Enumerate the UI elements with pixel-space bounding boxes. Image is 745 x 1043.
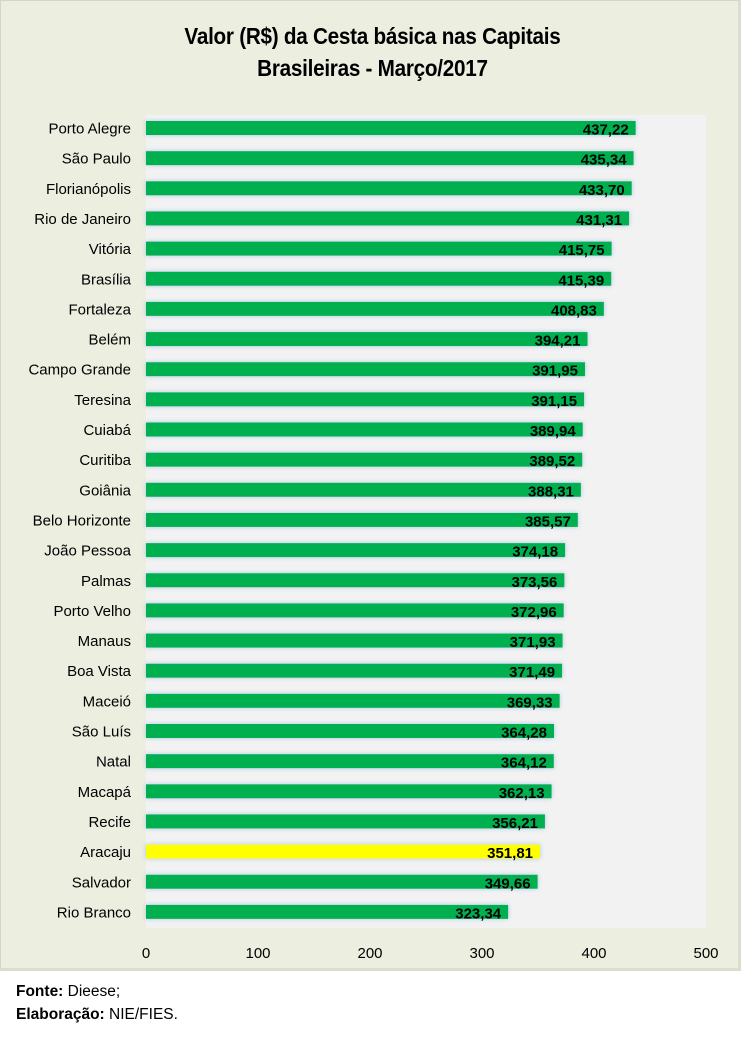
bar-rio-de-janeiro <box>146 211 630 226</box>
bar-porto-velho <box>146 603 564 618</box>
category-label: Cuiabá <box>83 422 131 439</box>
bar-manaus <box>146 633 563 648</box>
category-label: Florianópolis <box>46 181 131 198</box>
bar-natal <box>146 754 554 769</box>
category-label: Aracaju <box>80 844 131 861</box>
data-label: 362,13 <box>499 785 545 802</box>
bar-brasília <box>146 271 612 286</box>
footer-source-value: Dieese; <box>63 983 121 1000</box>
bar-chart: Porto Alegre 437,22 São Paulo 435,34 Florian… <box>28 115 719 962</box>
category-label: Palmas <box>81 573 131 590</box>
data-label: 364,28 <box>501 725 547 742</box>
category-label: Belém <box>88 332 131 349</box>
bar-porto-alegre <box>146 121 636 135</box>
footer-source: Fonte: Dieese; <box>16 983 120 1001</box>
category-label: Fortaleza <box>68 301 131 318</box>
bar-belo-horizonte <box>146 512 578 527</box>
data-label: 371,49 <box>509 664 555 681</box>
data-label: 323,34 <box>455 905 502 922</box>
data-label: 437,22 <box>583 122 629 139</box>
category-label: Maceió <box>83 693 131 710</box>
bar-belém <box>146 332 588 347</box>
category-label: Natal <box>96 754 131 771</box>
category-label: Rio de Janeiro <box>34 211 131 228</box>
category-label: Porto Alegre <box>48 121 131 138</box>
data-label: 389,52 <box>529 453 575 470</box>
footer-source-label: Fonte: <box>16 983 64 1000</box>
bar-goiânia <box>146 482 581 497</box>
category-label: Teresina <box>74 392 131 409</box>
x-tick-label: 400 <box>581 945 606 962</box>
category-label: São Luís <box>72 724 131 741</box>
x-tick-label: 500 <box>693 945 718 962</box>
data-label: 369,33 <box>507 694 553 711</box>
category-label: Belo Horizonte <box>33 512 131 529</box>
bar-boa-vista <box>146 663 563 678</box>
footer-elaboration-label: Elaboração: <box>16 1006 105 1023</box>
chart-title-line1: Valor (R$) da Cesta básica nas Capitais <box>184 23 561 49</box>
x-tick-label: 0 <box>142 945 150 962</box>
data-label: 415,75 <box>559 242 605 259</box>
bar-campo-grande <box>146 362 585 377</box>
category-label: Brasília <box>81 271 132 288</box>
category-label: Macapá <box>78 784 132 801</box>
category-label: São Paulo <box>62 151 131 168</box>
chart-title: Valor (R$) da Cesta básica nas Capitais … <box>37 20 708 84</box>
bar-fortaleza <box>146 301 604 316</box>
data-label: 374,18 <box>512 544 558 561</box>
bar-rio-branco <box>146 904 509 919</box>
bar-são-paulo <box>146 151 634 166</box>
data-label: 415,39 <box>558 272 604 289</box>
category-label: Rio Branco <box>57 904 131 921</box>
data-label: 433,70 <box>579 182 625 199</box>
bar-florianópolis <box>146 181 632 196</box>
data-label: 388,31 <box>528 483 574 500</box>
data-label: 364,12 <box>501 755 547 772</box>
chart-title-line2: Brasileiras - Março/2017 <box>257 55 488 81</box>
x-tick-label: 200 <box>357 945 382 962</box>
bar-são-luís <box>146 724 554 738</box>
data-label: 435,34 <box>581 152 628 169</box>
data-label: 389,94 <box>530 423 577 440</box>
data-label: 385,57 <box>525 513 571 530</box>
category-label: Boa Vista <box>67 663 132 680</box>
footer-elaboration-value: NIE/FIES. <box>104 1006 178 1023</box>
bar-vitória <box>146 241 612 256</box>
bar-teresina <box>146 392 585 407</box>
category-label: Campo Grande <box>28 362 131 379</box>
data-label: 349,66 <box>485 875 531 892</box>
data-label: 371,93 <box>510 634 556 651</box>
category-label: João Pessoa <box>44 543 131 560</box>
data-label: 394,21 <box>535 333 581 350</box>
bar-cuiabá <box>146 422 583 437</box>
bar-joão-pessoa <box>146 543 566 558</box>
data-label: 351,81 <box>487 845 533 862</box>
bar-recife <box>146 814 545 829</box>
category-label: Goiânia <box>79 482 131 499</box>
data-label: 431,31 <box>576 212 622 229</box>
bar-curitiba <box>146 452 583 467</box>
category-label: Vitória <box>89 241 132 258</box>
data-label: 408,83 <box>551 302 597 319</box>
bar-palmas <box>146 573 565 588</box>
category-label: Curitiba <box>79 452 131 469</box>
data-label: 356,21 <box>492 815 538 832</box>
data-label: 391,95 <box>532 363 578 380</box>
x-tick-label: 100 <box>245 945 270 962</box>
footer-elaboration: Elaboração: NIE/FIES. <box>16 1006 178 1024</box>
bar-maceió <box>146 693 560 708</box>
bar-aracaju <box>146 844 541 859</box>
x-tick-label: 300 <box>469 945 494 962</box>
data-label: 373,56 <box>511 574 557 591</box>
category-label: Recife <box>88 814 131 831</box>
category-label: Porto Velho <box>53 603 131 620</box>
category-label: Manaus <box>78 633 131 650</box>
bar-salvador <box>146 874 538 889</box>
bar-macapá <box>146 784 552 799</box>
data-label: 372,96 <box>511 604 557 621</box>
category-label: Salvador <box>72 874 131 891</box>
data-label: 391,15 <box>531 393 577 410</box>
